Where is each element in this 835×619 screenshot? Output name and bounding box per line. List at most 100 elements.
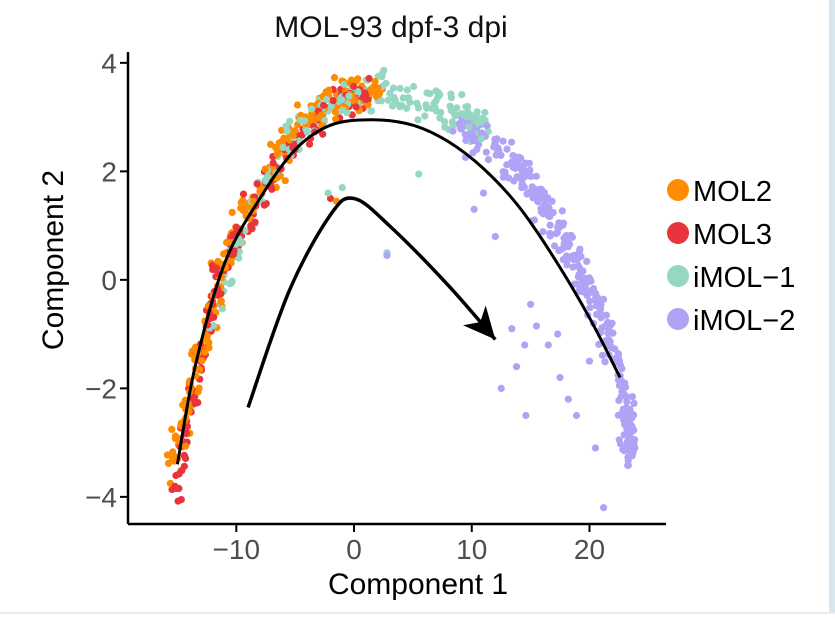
data-point: [307, 114, 315, 123]
data-point: [320, 101, 328, 109]
data-point: [399, 94, 407, 102]
data-point: [352, 103, 360, 111]
data-point: [457, 125, 465, 133]
data-point: [583, 291, 591, 300]
legend-swatch: [667, 222, 689, 244]
data-point: [606, 327, 614, 335]
data-point: [235, 254, 243, 262]
data-point: [628, 393, 637, 401]
principal-curve-layer: [175, 118, 622, 465]
data-point: [293, 101, 302, 109]
data-point: [558, 207, 566, 215]
principal-curve: [175, 118, 622, 465]
data-point: [330, 74, 339, 82]
data-point: [541, 199, 549, 207]
x-tick-label: 0: [346, 534, 362, 565]
data-point: [620, 431, 628, 439]
data-point: [403, 86, 411, 94]
legend-label: MOL2: [693, 176, 772, 208]
data-point: [623, 444, 631, 452]
data-point: [286, 117, 294, 125]
data-point: [546, 221, 554, 229]
data-point-outlier: [564, 395, 572, 403]
data-point: [410, 82, 418, 91]
data-point: [631, 436, 639, 444]
x-ticks: −10 0 10 20: [213, 524, 605, 565]
data-point: [568, 233, 577, 241]
data-point: [339, 106, 347, 114]
x-tick-label: 10: [456, 534, 487, 565]
data-point: [560, 240, 568, 248]
data-point-outlier: [383, 251, 391, 259]
data-point: [465, 123, 473, 131]
data-point: [205, 339, 213, 347]
data-point: [319, 130, 327, 138]
data-point: [546, 232, 554, 240]
data-point: [196, 366, 204, 374]
data-point: [169, 448, 177, 456]
data-point: [332, 115, 340, 123]
data-point: [371, 77, 379, 86]
data-point: [518, 184, 526, 192]
data-point: [622, 408, 631, 416]
frame-right-edge: [829, 0, 835, 614]
data-point: [223, 238, 231, 247]
data-point: [626, 430, 634, 439]
data-point: [282, 122, 290, 130]
data-point: [470, 137, 478, 145]
data-point: [532, 172, 541, 180]
data-point: [522, 159, 530, 167]
data-point: [516, 162, 524, 170]
data-point: [512, 153, 520, 161]
data-point: [548, 197, 556, 205]
data-point-outlier: [532, 322, 541, 330]
data-point: [273, 145, 281, 153]
data-point: [180, 462, 188, 470]
data-point: [181, 442, 190, 450]
data-point: [434, 93, 442, 101]
data-point: [614, 350, 622, 358]
data-point: [449, 127, 457, 135]
data-point: [477, 135, 485, 143]
data-point: [262, 177, 270, 185]
data-point: [228, 208, 236, 216]
data-point: [228, 277, 236, 285]
data-point: [209, 321, 218, 330]
data-point: [535, 187, 543, 196]
data-point: [291, 127, 299, 135]
data-point: [567, 252, 576, 260]
data-point-outlier: [326, 194, 335, 203]
data-point: [589, 285, 598, 293]
data-point: [253, 180, 261, 188]
data-point-outlier: [508, 325, 516, 333]
data-point-outlier: [512, 363, 521, 371]
chart-title: MOL-93 dpf-3 dpi: [274, 11, 507, 44]
data-point: [269, 159, 277, 167]
data-point: [617, 393, 625, 401]
data-point: [586, 304, 594, 312]
data-point: [279, 143, 287, 152]
legend-label: MOL3: [693, 219, 772, 251]
legend: MOL2 MOL3 iMOL−1 iMOL−2: [667, 176, 795, 337]
data-point: [174, 497, 182, 505]
data-point: [261, 165, 269, 173]
data-point: [421, 112, 429, 120]
data-point: [453, 104, 461, 112]
data-point: [239, 190, 248, 198]
data-point: [389, 84, 398, 92]
data-point: [350, 82, 358, 90]
data-point-outlier: [521, 341, 529, 349]
data-point: [490, 143, 498, 151]
data-point: [201, 348, 209, 356]
data-point: [430, 99, 438, 107]
data-point: [203, 332, 211, 340]
data-point: [217, 297, 225, 305]
data-point: [531, 192, 539, 201]
data-point: [395, 101, 404, 109]
data-point-outlier: [572, 411, 581, 420]
annotation-arrow-head: [463, 305, 496, 340]
data-point: [374, 72, 382, 80]
data-point: [406, 98, 414, 106]
data-point: [296, 116, 305, 124]
